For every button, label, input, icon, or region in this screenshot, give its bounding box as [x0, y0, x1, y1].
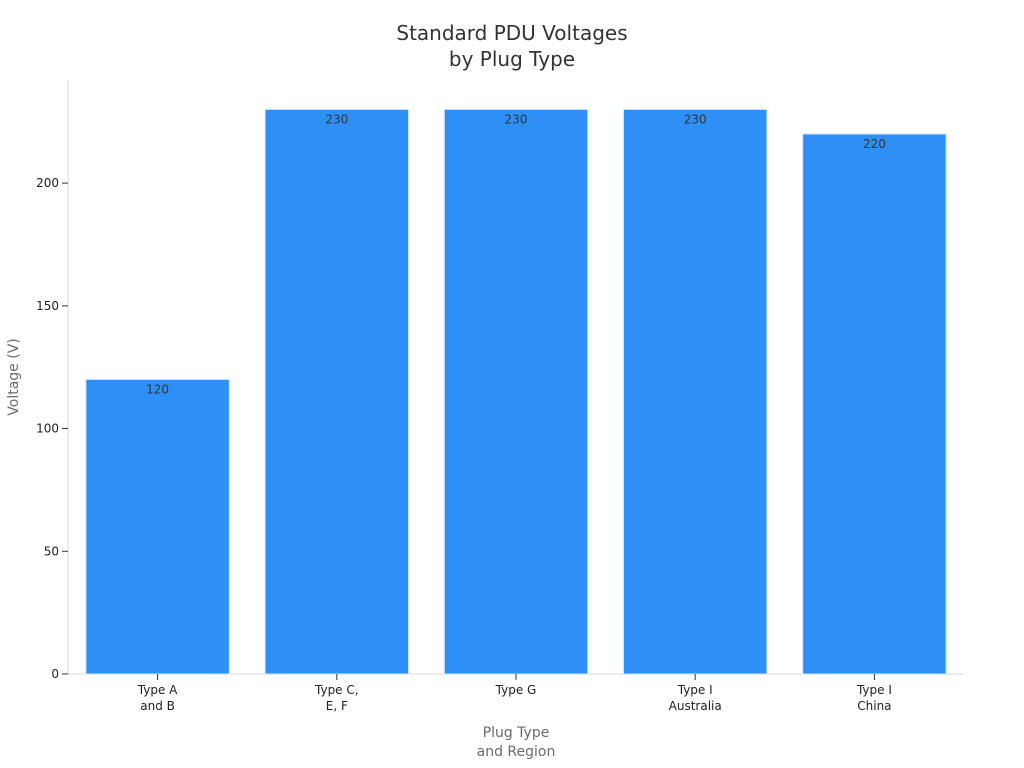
x-tick-label: Australia	[669, 699, 722, 713]
y-tick-label: 0	[51, 667, 59, 681]
x-axis-label-line-2: and Region	[477, 744, 556, 760]
bar-data-label: 230	[505, 112, 528, 126]
bar-data-label: 230	[325, 112, 348, 126]
bar-data-label: 120	[146, 382, 169, 396]
x-axis-label-line-1: Plug Type	[483, 725, 550, 741]
bar	[443, 108, 589, 675]
x-tick-label: Type I	[856, 683, 892, 697]
x-tick-label: E, F	[326, 699, 348, 713]
x-tick-label: Type I	[677, 683, 713, 697]
chart-title-line-1: Standard PDU Voltages	[396, 21, 627, 45]
y-tick-label: 50	[44, 544, 59, 558]
bar-data-label: 230	[684, 112, 707, 126]
y-tick-label: 100	[36, 422, 59, 436]
x-tick-label: Type G	[495, 683, 537, 697]
x-tick-label: China	[857, 699, 891, 713]
bar	[623, 108, 768, 675]
bar	[802, 133, 947, 675]
y-tick-label: 150	[36, 299, 59, 313]
bar-data-label: 220	[863, 137, 886, 151]
x-tick-label: Type C,	[314, 683, 359, 697]
bar	[85, 378, 230, 675]
x-tick-label: Type A	[137, 683, 178, 697]
plot-area: 0 50 100 150 200 120 Type A and B 230 Type C, E, F…	[36, 80, 964, 713]
bar	[264, 108, 409, 675]
chart-title-line-2: by Plug Type	[449, 47, 575, 71]
x-tick-label: and B	[140, 699, 175, 713]
y-axis-label: Voltage (V)	[6, 338, 22, 415]
y-tick-label: 200	[36, 176, 59, 190]
